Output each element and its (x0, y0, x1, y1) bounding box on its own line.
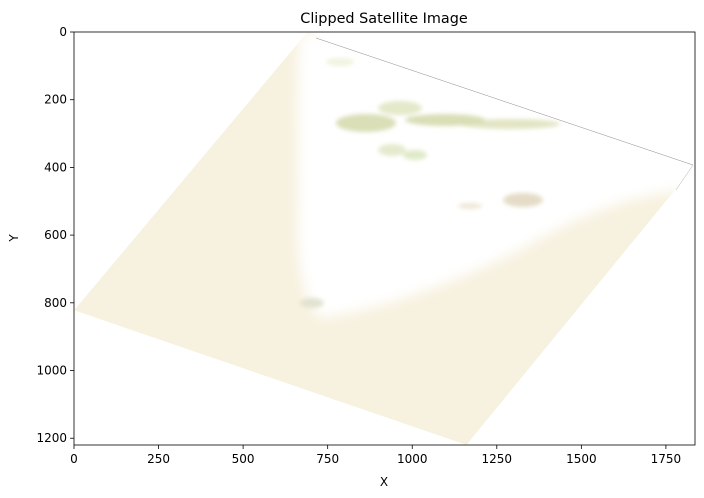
y-tick-label: 400 (44, 160, 67, 174)
image-edge-top (315, 37, 694, 166)
y-axis-label: Y (7, 234, 21, 243)
x-axis: 0 250 500 750 1000 1250 1500 1750 (70, 445, 681, 466)
y-axis: 0 200 400 600 800 1000 1200 (36, 25, 74, 445)
x-tick-label: 500 (232, 452, 255, 466)
y-tick-label: 600 (44, 228, 67, 242)
x-tick-label: 1000 (397, 452, 428, 466)
bare-soil-patches (458, 193, 543, 209)
x-tick-label: 250 (147, 452, 170, 466)
y-tick-label: 200 (44, 93, 67, 107)
axes-frame (73, 31, 696, 446)
x-axis-label: X (380, 475, 388, 489)
y-tick-label: 0 (59, 25, 67, 39)
x-tick-label: 1250 (482, 452, 513, 466)
x-tick-label: 750 (316, 452, 339, 466)
plot-title: Clipped Satellite Image (300, 11, 468, 27)
image-edge-right (675, 164, 694, 191)
y-tick-label: 800 (44, 296, 67, 310)
vegetation-patches (300, 58, 560, 308)
plot-area (74, 32, 695, 445)
x-tick-label: 1500 (566, 452, 597, 466)
x-tick-label: 0 (70, 452, 78, 466)
y-tick-label: 1000 (36, 364, 67, 378)
y-tick-label: 1200 (36, 431, 67, 445)
x-tick-label: 1750 (651, 452, 682, 466)
